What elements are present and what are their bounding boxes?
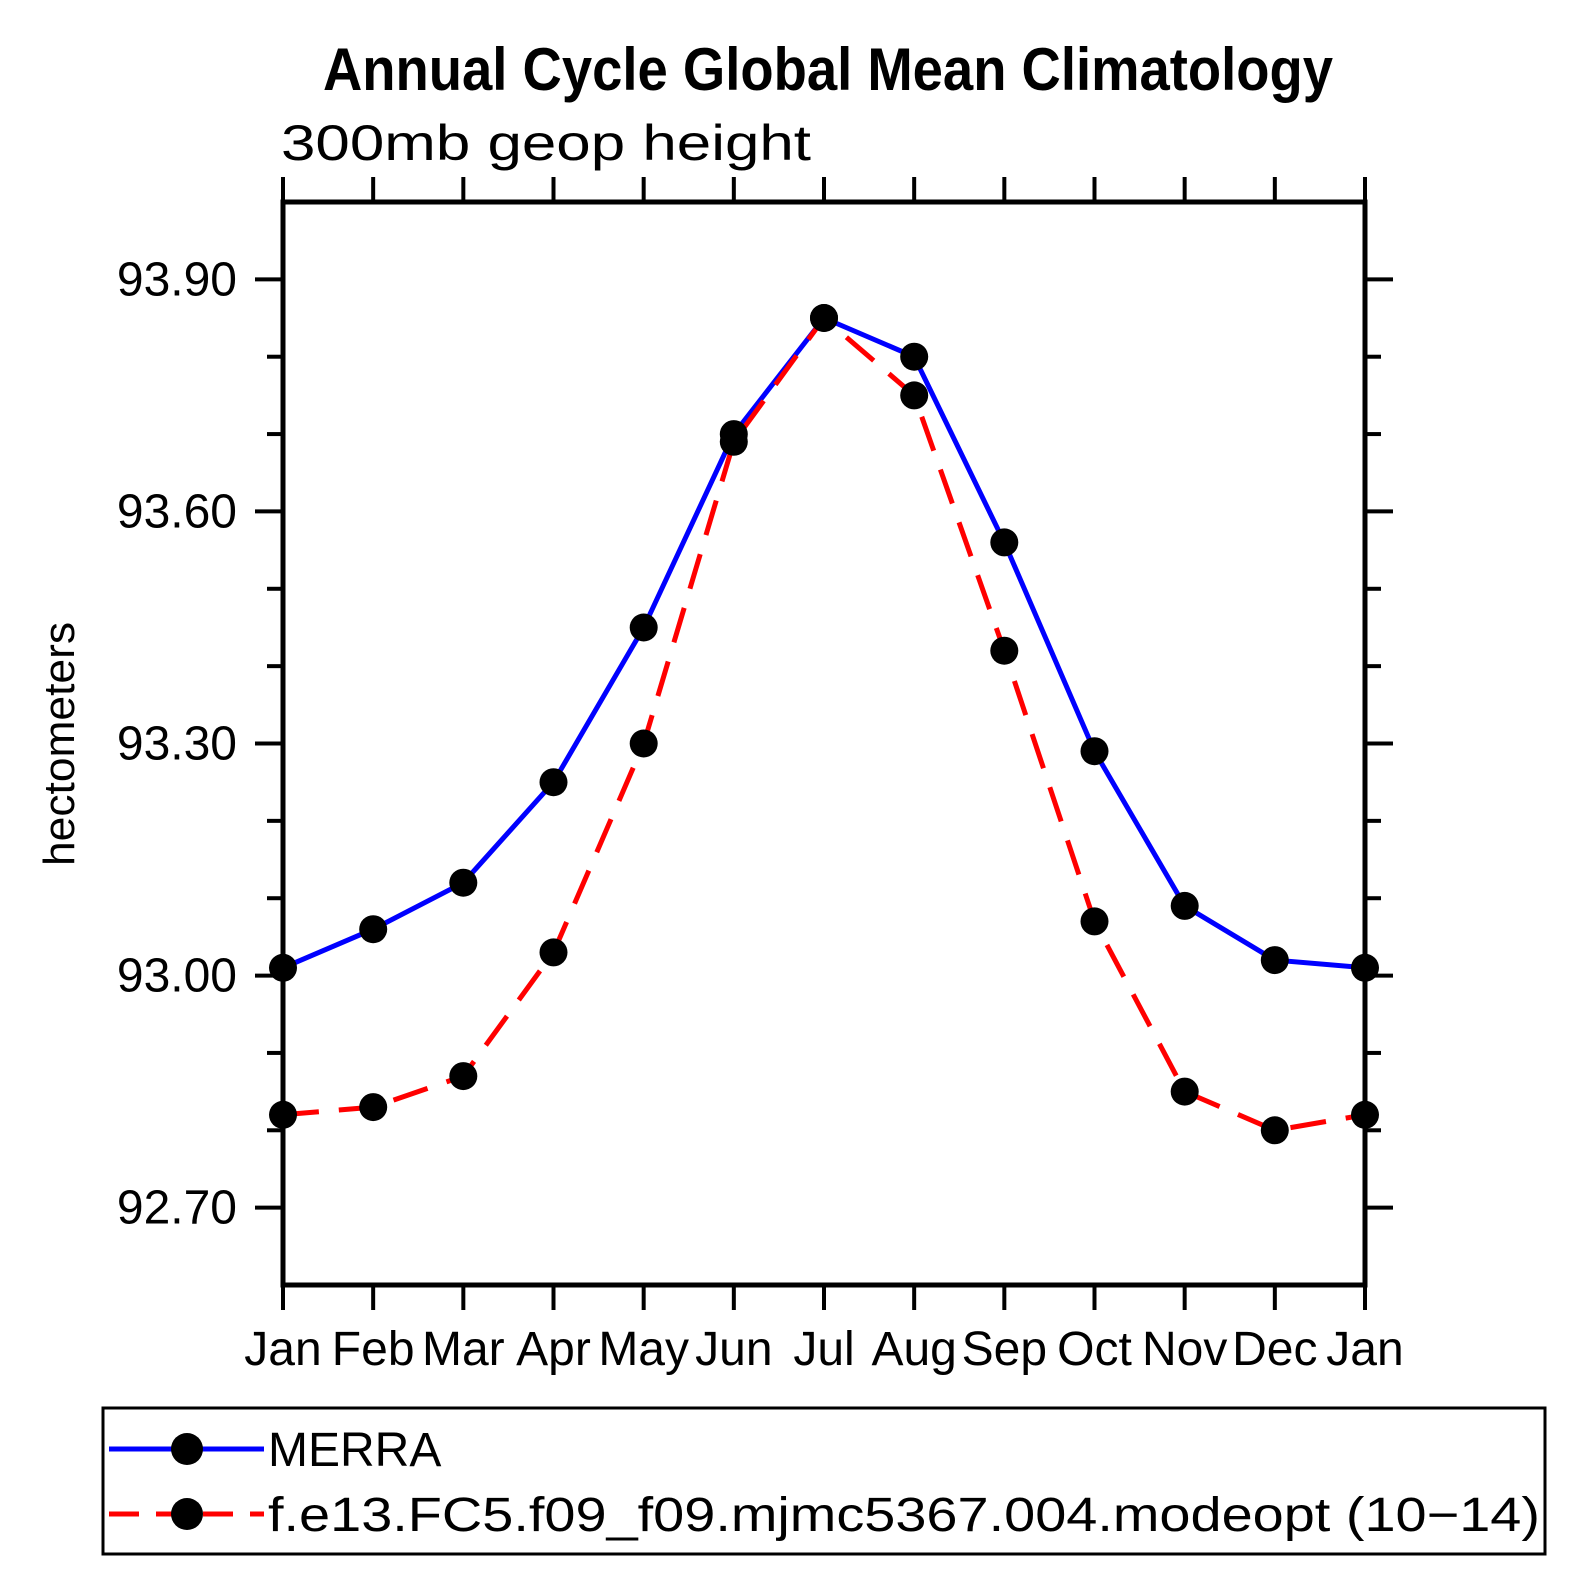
legend-marker [171,1498,203,1530]
x-tick-label: Jun [695,1323,772,1376]
data-point [1351,953,1379,982]
y-axis-label: hectometers [35,622,84,866]
y-tick-label: 93.90 [117,253,237,306]
data-point [269,1100,297,1129]
plot-frame [280,199,1368,1288]
series-lines [282,314,1366,1133]
data-point [719,427,748,456]
series-line-dashed [282,314,1366,1133]
y-tick-label: 93.60 [117,485,237,538]
data-point [539,768,568,797]
x-tick-label: Nov [1142,1323,1227,1376]
legend: MERRA f.e13.FC5.f09_f09.mjmc5367.004.mode… [101,1406,1547,1556]
y-tick-label: 93.30 [117,718,237,771]
chart-title: Annual Cycle Global Mean Climatology [323,36,1334,103]
data-point [449,868,478,897]
x-tick-label: May [598,1323,689,1376]
x-tick-label: Mar [422,1323,505,1376]
data-point [900,381,929,410]
data-point [1080,737,1109,766]
data-point [269,953,297,982]
x-tick-label: Dec [1232,1323,1317,1376]
data-point [629,613,658,642]
y-tick-label: 92.70 [117,1182,237,1235]
x-tick-label: Feb [332,1323,415,1376]
series-line-solid [282,314,1366,971]
data-point [1351,1100,1379,1129]
legend-marker [171,1433,203,1465]
data-point [539,938,568,967]
series-markers [269,304,1379,1145]
x-tick-label: Aug [871,1323,956,1376]
legend-label: MERRA [268,1424,441,1477]
data-point [1170,891,1199,920]
data-point [359,915,388,944]
legend-entry: MERRA [109,1424,441,1477]
data-point [990,528,1019,557]
legend-label: f.e13.FC5.f09_f09.mjmc5367.004.modeopt (… [268,1489,1540,1542]
x-tick-label: Oct [1057,1323,1132,1376]
data-point [1170,1077,1199,1106]
data-point [629,729,658,758]
y-tick-label: 93.00 [117,950,237,1003]
data-point [900,342,929,371]
data-point [1260,946,1289,975]
data-point [359,1093,388,1122]
data-point [449,1062,478,1091]
legend-entry: f.e13.FC5.f09_f09.mjmc5367.004.modeopt (… [109,1489,1540,1542]
x-tick-label: Apr [516,1323,591,1376]
data-point [1260,1116,1289,1145]
x-tick-label: Jul [793,1323,854,1376]
x-tick-label: Jan [1326,1323,1403,1376]
legend-box [101,1406,1547,1556]
x-tick-label: Sep [962,1323,1047,1376]
data-point [1080,907,1109,936]
data-point [810,304,838,332]
data-point [990,636,1019,665]
x-tick-label: Jan [244,1323,321,1376]
chart-subtitle: 300mb geop height [281,115,811,171]
